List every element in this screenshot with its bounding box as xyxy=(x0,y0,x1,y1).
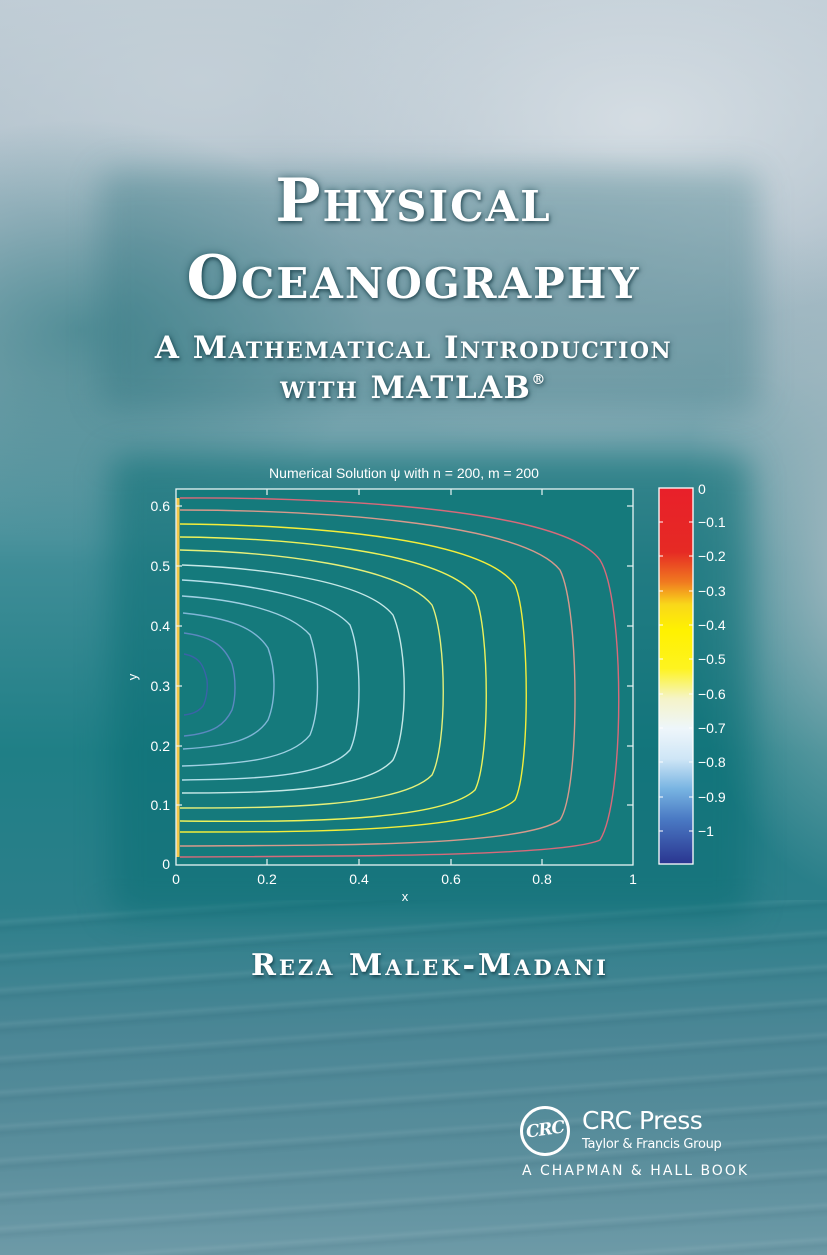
svg-text:0.1: 0.1 xyxy=(151,797,171,813)
y-tick-labels: 0 0.1 0.2 0.3 0.4 0.5 0.6 xyxy=(151,498,171,872)
svg-text:0.2: 0.2 xyxy=(257,871,277,887)
svg-text:−0.3: −0.3 xyxy=(698,583,726,599)
svg-text:0: 0 xyxy=(172,871,180,887)
svg-text:−0.9: −0.9 xyxy=(698,789,726,805)
publisher-tagline: A CHAPMAN & HALL BOOK xyxy=(522,1163,750,1179)
svg-text:−1: −1 xyxy=(698,823,714,839)
publisher-group: Taylor & Francis Group xyxy=(582,1137,722,1152)
title-line-2: Oceanography xyxy=(186,243,641,313)
svg-text:0.4: 0.4 xyxy=(349,871,369,887)
svg-text:0: 0 xyxy=(698,481,706,497)
svg-text:−0.6: −0.6 xyxy=(698,686,726,702)
svg-text:−0.7: −0.7 xyxy=(698,720,726,736)
y-axis-label: y xyxy=(125,673,140,680)
svg-text:−0.4: −0.4 xyxy=(698,617,726,633)
colorbar-tick-labels: 0 −0.1 −0.2 −0.3 −0.4 −0.5 −0.6 −0.7 −0.… xyxy=(698,481,726,839)
crc-logo-icon: CRC xyxy=(520,1106,570,1156)
publisher-block: CRC CRC Press Taylor & Francis Group A C… xyxy=(518,1104,758,1184)
chart-title: Numerical Solution ψ with n = 200, m = 2… xyxy=(269,465,539,481)
svg-text:0.6: 0.6 xyxy=(151,498,171,514)
svg-text:0: 0 xyxy=(162,856,170,872)
title-glow xyxy=(100,170,760,410)
svg-text:−0.2: −0.2 xyxy=(698,548,726,564)
svg-text:1: 1 xyxy=(629,871,637,887)
water-texture xyxy=(0,900,827,1255)
svg-text:−0.5: −0.5 xyxy=(698,651,726,667)
svg-text:0.3: 0.3 xyxy=(151,678,171,694)
author-name: Reza Malek-Madani xyxy=(250,948,609,983)
title-line-1: Physical xyxy=(275,166,552,236)
x-axis-label: x xyxy=(402,889,409,904)
contour-lines xyxy=(179,497,620,858)
publisher-name: CRC Press xyxy=(582,1106,703,1135)
svg-text:0.5: 0.5 xyxy=(151,558,171,574)
svg-text:0.6: 0.6 xyxy=(441,871,461,887)
colorbar xyxy=(658,487,694,865)
colorbar-ticks xyxy=(659,521,693,832)
plot-frame xyxy=(175,488,634,866)
svg-text:0.2: 0.2 xyxy=(151,738,171,754)
x-ticks xyxy=(176,489,633,865)
subtitle-line-1: A Mathematical Introduction xyxy=(154,330,673,366)
svg-text:0.4: 0.4 xyxy=(151,618,171,634)
registered-mark: ® xyxy=(531,372,547,388)
svg-text:−0.1: −0.1 xyxy=(698,514,726,530)
subtitle-matlab: with MATLAB xyxy=(280,370,532,406)
subtitle-line-2: with MATLAB® xyxy=(0,370,827,406)
svg-text:0.8: 0.8 xyxy=(532,871,552,887)
svg-text:−0.8: −0.8 xyxy=(698,754,726,770)
x-tick-labels: 0 0.2 0.4 0.6 0.8 1 xyxy=(172,871,637,887)
